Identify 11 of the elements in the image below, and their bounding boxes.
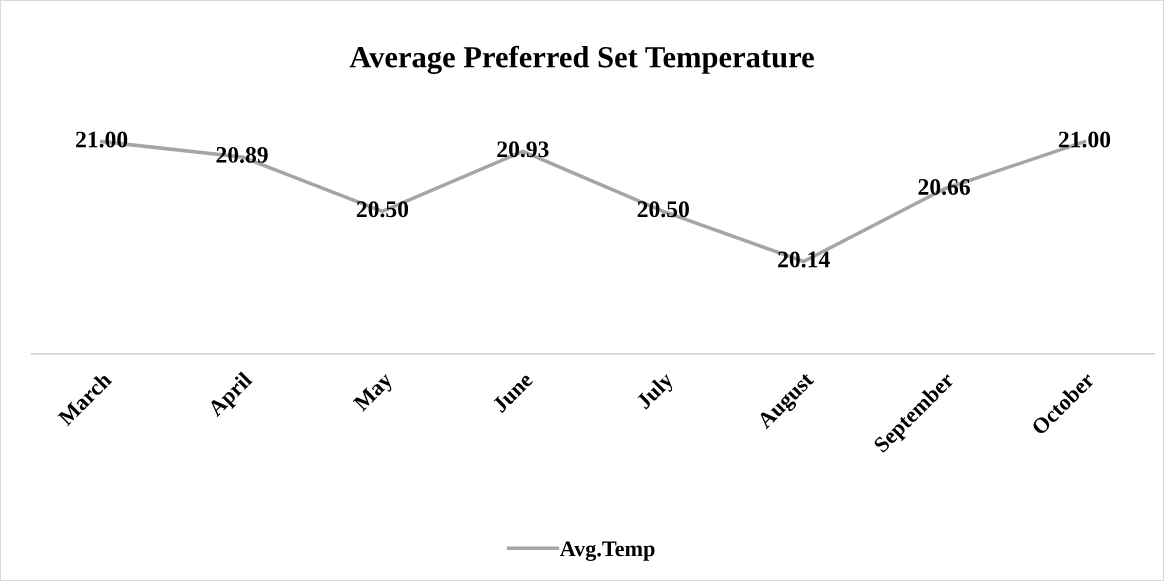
data-label: 20.14: [778, 251, 830, 268]
legend-label: Avg.Temp: [559, 541, 655, 561]
data-label: 20.50: [356, 201, 409, 218]
data-label: 20.89: [216, 146, 268, 163]
data-label: 20.50: [637, 201, 689, 218]
data-label: 20.66: [918, 178, 970, 196]
data-label: 20.93: [497, 141, 549, 158]
data-label: 21.00: [76, 131, 128, 148]
x-tick-label: July: [635, 370, 678, 413]
data-label: 21.00: [1058, 131, 1111, 148]
chart-title: Average Preferred Set Temperature: [349, 45, 814, 74]
